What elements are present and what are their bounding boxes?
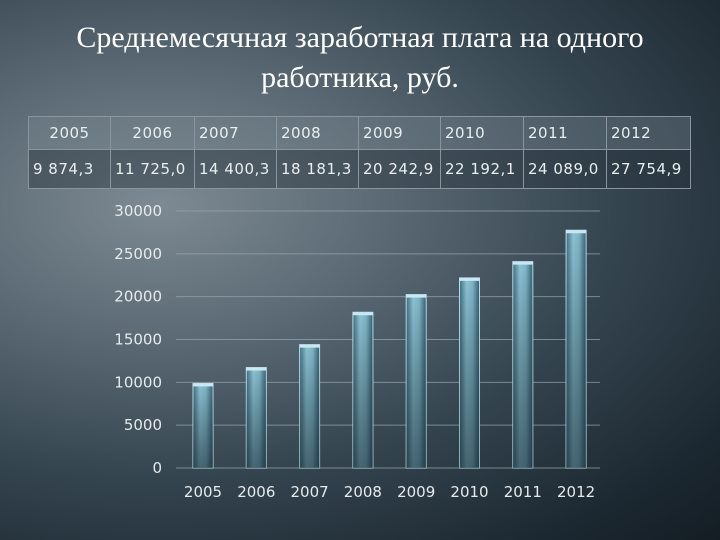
bar-cap <box>193 383 213 387</box>
value-cell: 24 089,0 <box>523 149 607 189</box>
value-cell: 27 754,9 <box>606 149 691 189</box>
bar-cap <box>299 344 320 348</box>
grid-lines <box>176 210 600 469</box>
x-axis-ticks: 2005 2006 2007 2008 2009 2010 2011 2012 <box>184 483 595 501</box>
table-row-years: 2005 2006 2007 2008 2009 2010 2011 2012 <box>28 116 691 150</box>
value-cell: 9 874,3 <box>28 149 111 189</box>
y-tick-label: 15000 <box>114 331 162 349</box>
bar-shade <box>512 261 533 468</box>
year-cell: 2009 <box>358 116 441 150</box>
value-cell: 14 400,3 <box>194 149 277 189</box>
table-row-values: 9 874,3 11 725,0 14 400,3 18 181,3 20 24… <box>28 149 691 189</box>
x-tick-label: 2011 <box>504 483 542 501</box>
value-cell: 20 242,9 <box>358 149 441 189</box>
bar-shade <box>406 294 427 468</box>
bar-cap <box>459 277 480 281</box>
x-tick-label: 2006 <box>237 483 275 501</box>
bars <box>192 229 587 469</box>
bar-shade <box>193 383 213 468</box>
bar-cap <box>512 261 533 265</box>
bar-shade <box>246 367 267 468</box>
bar-shade <box>352 312 373 468</box>
y-tick-label: 10000 <box>114 373 162 391</box>
year-cell: 2006 <box>110 116 195 150</box>
salary-table: 2005 2006 2007 2008 2009 2010 2011 2012 … <box>28 116 691 189</box>
x-tick-label: 2008 <box>344 483 382 501</box>
value-cell: 22 192,1 <box>440 149 524 189</box>
year-cell: 2008 <box>276 116 359 150</box>
y-tick-label: 25000 <box>114 245 162 263</box>
year-cell: 2005 <box>28 116 111 150</box>
title-line-2: работника, руб. <box>261 61 459 94</box>
bar-shade <box>566 230 587 468</box>
slide-title: Среднемесячная заработная плата на одног… <box>0 18 720 98</box>
year-cell: 2007 <box>194 116 277 150</box>
y-tick-label: 20000 <box>114 288 162 306</box>
value-cell: 18 181,3 <box>276 149 359 189</box>
year-cell: 2010 <box>440 116 524 150</box>
title-line-1: Среднемесячная заработная плата на одног… <box>76 21 644 54</box>
bar-cap <box>566 230 587 234</box>
bar-shade <box>459 277 480 468</box>
bar-cap <box>246 367 267 371</box>
year-cell: 2012 <box>606 116 691 150</box>
y-tick-label: 5000 <box>124 416 162 434</box>
y-tick-label: 30000 <box>114 202 162 220</box>
x-tick-label: 2005 <box>184 483 222 501</box>
y-axis-ticks: 0 5000 10000 15000 20000 25000 30000 <box>114 202 162 477</box>
bar-cap <box>406 294 427 298</box>
x-tick-label: 2009 <box>397 483 435 501</box>
y-tick-label: 0 <box>152 459 162 477</box>
year-cell: 2011 <box>523 116 607 150</box>
bar-shade <box>299 344 320 468</box>
x-tick-label: 2007 <box>291 483 329 501</box>
bar-cap <box>352 312 373 316</box>
x-tick-label: 2012 <box>557 483 595 501</box>
x-tick-label: 2010 <box>450 483 488 501</box>
value-cell: 11 725,0 <box>110 149 195 189</box>
